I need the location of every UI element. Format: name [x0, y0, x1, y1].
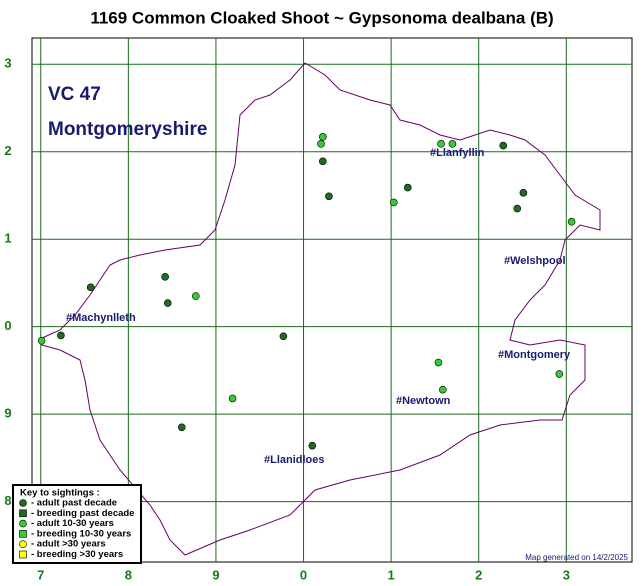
x-tick-label: 1 — [388, 567, 395, 582]
sighting-point — [519, 189, 528, 197]
sighting-point — [325, 192, 333, 201]
sighting-point — [439, 385, 447, 394]
sighting-point — [499, 141, 508, 150]
y-tick-label: 8 — [4, 493, 11, 508]
legend-box — [12, 484, 142, 564]
map-frame — [31, 37, 633, 563]
legend-marker — [19, 550, 27, 559]
town-label: #Machynlleth — [66, 312, 136, 324]
y-tick-label: 2 — [4, 143, 11, 158]
town-label: #Newtown — [396, 395, 451, 407]
sighting-point — [403, 183, 412, 192]
sighting-point — [37, 336, 46, 345]
legend-label: - breeding 10-30 years — [31, 528, 131, 539]
legend-label: - adult 10-30 years — [31, 518, 114, 529]
x-tick-label: 7 — [37, 567, 44, 582]
sighting-point — [434, 358, 443, 367]
sighting-point — [228, 394, 237, 403]
legend-label: - adult past decade — [31, 498, 117, 509]
sighting-point — [161, 273, 169, 281]
legend-marker — [19, 540, 27, 549]
sighting-point — [317, 140, 325, 148]
y-tick-label: 9 — [4, 406, 11, 421]
footer: Map generated on 14/2/2025 — [525, 553, 628, 562]
legend-label: - breeding past decade — [31, 508, 134, 519]
town-label: #Llanidloes — [264, 454, 325, 466]
sighting-point — [308, 441, 317, 450]
x-tick-label: 3 — [563, 567, 570, 582]
sighting-point — [191, 292, 200, 300]
x-tick-label: 0 — [300, 567, 307, 582]
sighting-point — [319, 133, 327, 141]
sighting-point — [86, 283, 95, 292]
county-boundary — [41, 62, 601, 556]
sighting-point — [513, 204, 522, 213]
sighting-point — [319, 157, 327, 166]
sighting-point — [177, 423, 186, 432]
vc-name: Montgomeryshire — [48, 119, 207, 140]
sighting-point — [567, 217, 576, 226]
x-tick-label: 2 — [475, 567, 482, 582]
sighting-point — [57, 331, 65, 340]
y-tick-label: 1 — [4, 231, 11, 246]
legend-marker — [19, 499, 27, 507]
sighting-point — [163, 299, 172, 307]
y-tick-label: 0 — [4, 318, 11, 333]
y-tick-label: 3 — [4, 56, 11, 71]
x-tick-label: 9 — [212, 567, 219, 582]
legend-label: - adult >30 years — [31, 539, 106, 550]
map-title: 1169 Common Cloaked Shoot ~ Gypsonoma de… — [90, 8, 553, 27]
legend-marker — [19, 519, 27, 528]
sighting-point — [279, 332, 288, 341]
sighting-point — [448, 140, 457, 148]
sighting-point — [555, 370, 564, 378]
vc-code: VC 47 — [48, 84, 101, 105]
sighting-point — [437, 140, 445, 148]
sighting-point — [389, 198, 398, 207]
legend-marker — [19, 509, 27, 518]
town-label: #Montgomery — [498, 349, 571, 361]
town-label: #Welshpool — [504, 255, 566, 267]
legend-marker — [19, 530, 27, 538]
legend-label: - breeding >30 years — [31, 549, 123, 560]
legend-title: Key to sightings : — [20, 488, 100, 499]
town-label: #Llanfyllin — [430, 147, 485, 159]
x-tick-label: 8 — [125, 567, 132, 582]
